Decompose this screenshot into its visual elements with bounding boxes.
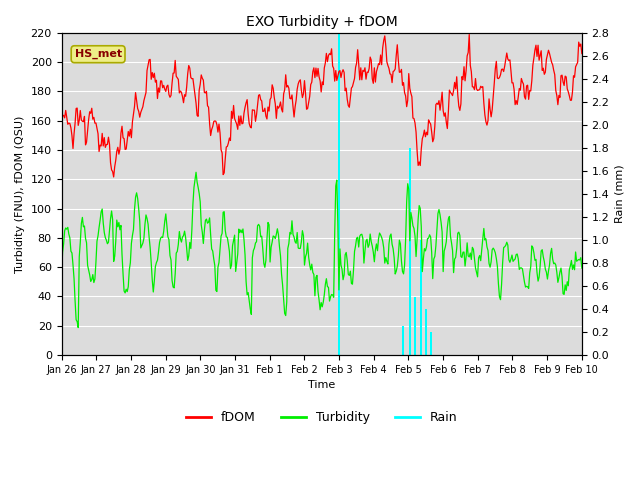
Y-axis label: Turbidity (FNU), fDOM (QSU): Turbidity (FNU), fDOM (QSU) <box>15 115 25 273</box>
Title: EXO Turbidity + fDOM: EXO Turbidity + fDOM <box>246 15 397 29</box>
Bar <box>419 240 422 355</box>
Bar <box>425 309 427 355</box>
X-axis label: Time: Time <box>308 380 335 390</box>
Bar <box>415 298 416 355</box>
Text: HS_met: HS_met <box>74 49 122 60</box>
Legend: fDOM, Turbidity, Rain: fDOM, Turbidity, Rain <box>181 406 462 429</box>
Bar <box>338 33 340 355</box>
Bar <box>402 326 404 355</box>
Bar <box>409 148 412 355</box>
Y-axis label: Rain (mm): Rain (mm) <box>615 165 625 223</box>
Bar <box>430 332 431 355</box>
